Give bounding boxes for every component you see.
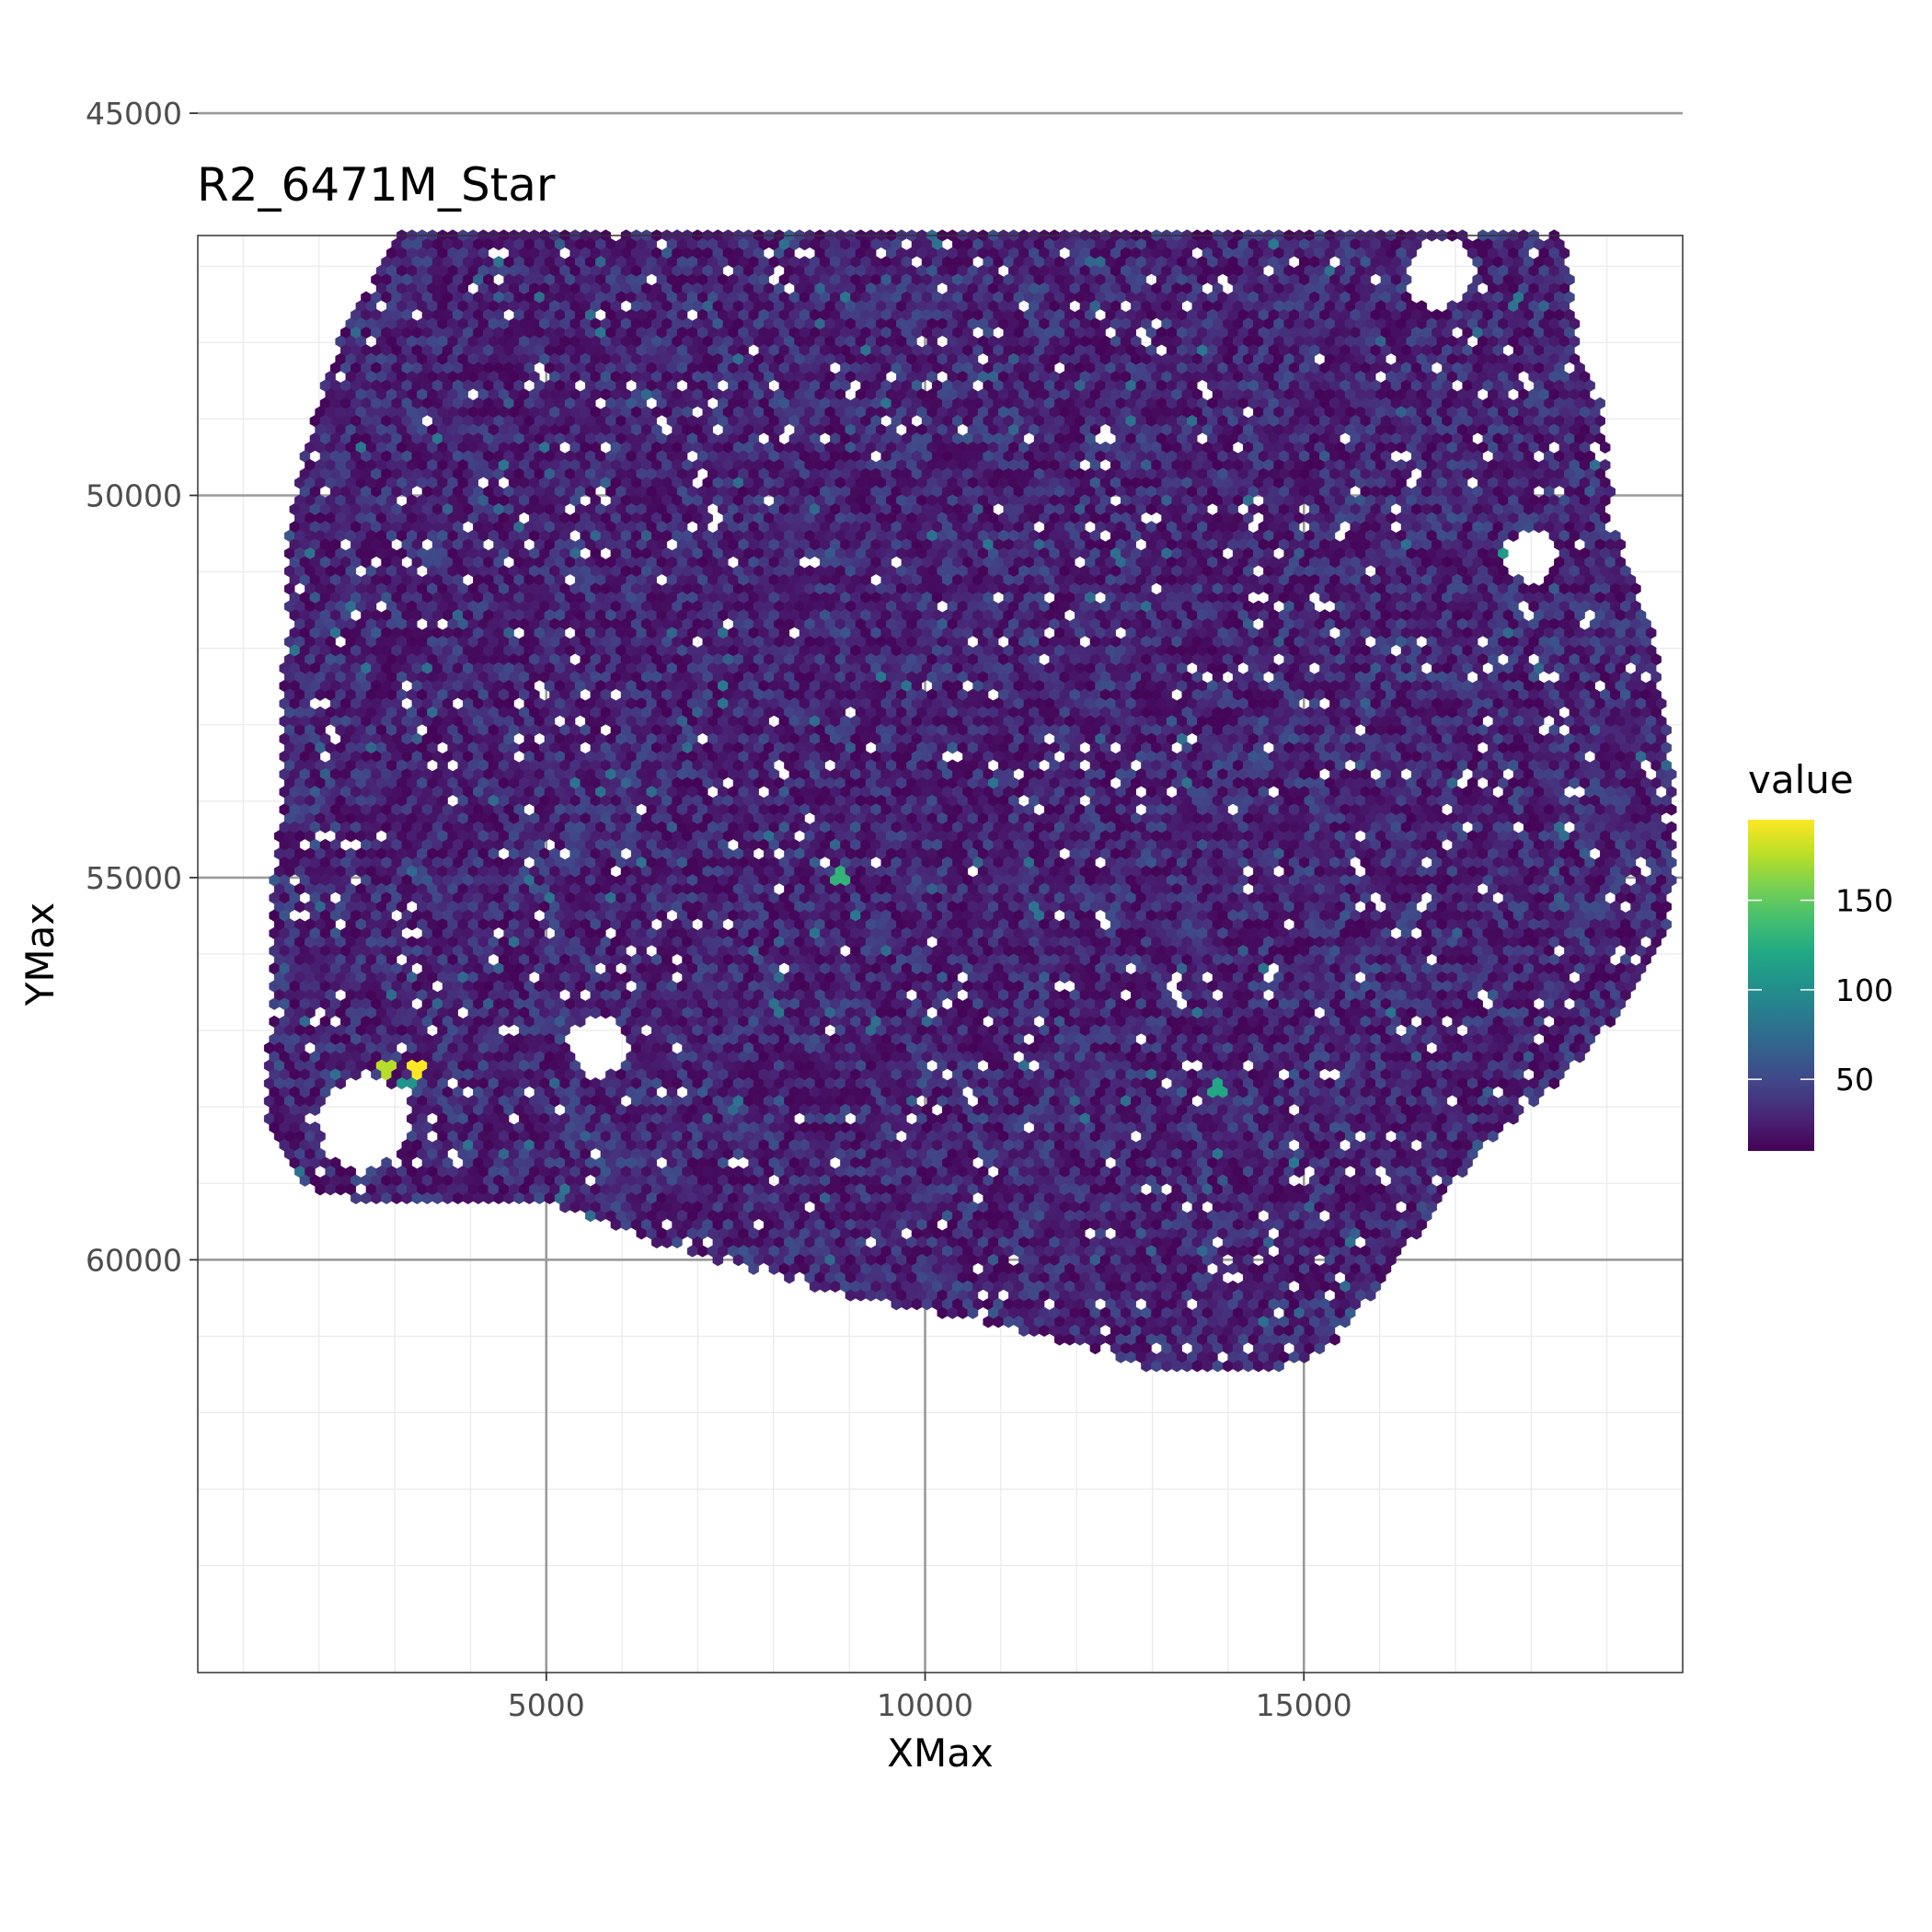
- hex-layer: [263, 229, 1677, 1373]
- chart-title: R2_6471M_Star: [197, 158, 556, 212]
